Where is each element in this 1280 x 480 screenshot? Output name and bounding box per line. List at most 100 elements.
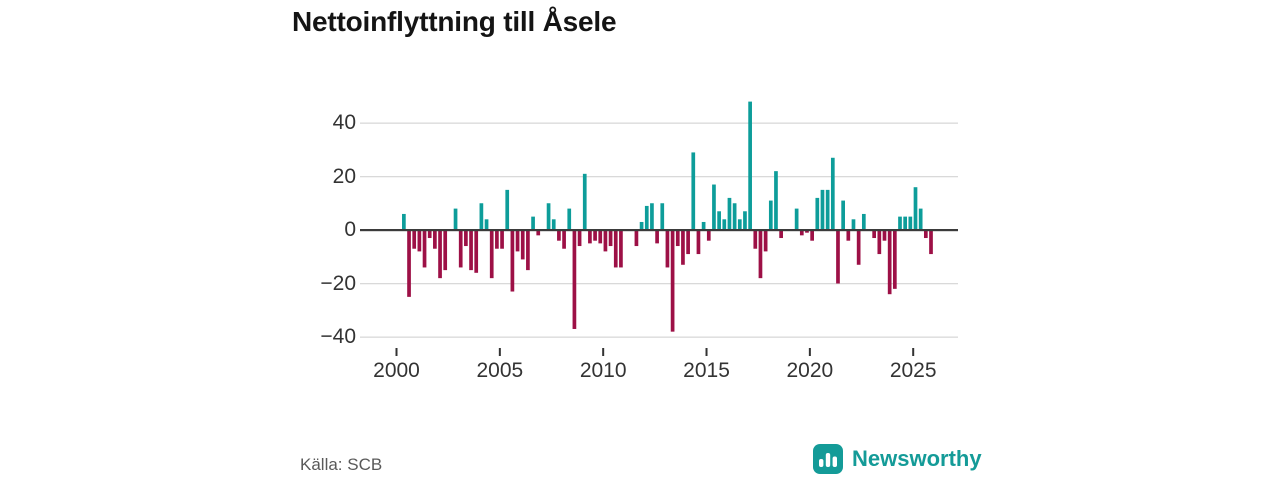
bar xyxy=(505,189,510,230)
y-tick-label: −40 xyxy=(320,325,356,348)
bar xyxy=(929,230,933,255)
bar xyxy=(443,230,448,271)
bar xyxy=(639,221,644,230)
bar xyxy=(577,230,582,247)
x-axis-line xyxy=(360,229,958,232)
bar xyxy=(872,230,877,239)
bar xyxy=(453,208,458,230)
bar xyxy=(768,200,773,230)
bar xyxy=(603,230,608,252)
chart-title: Nettoinflyttning till Åsele xyxy=(292,6,617,37)
bar xyxy=(898,216,902,230)
bar xyxy=(794,208,799,230)
bar xyxy=(510,230,515,292)
bar xyxy=(469,230,473,271)
x-tick-label: 2010 xyxy=(579,359,627,382)
bar xyxy=(691,152,696,230)
bar xyxy=(805,230,809,233)
y-tick-label: 40 xyxy=(332,111,356,134)
bar xyxy=(422,230,427,268)
y-tick-label: −20 xyxy=(320,271,356,295)
chart-shape xyxy=(360,336,958,338)
x-tick-mark xyxy=(808,348,811,356)
bar xyxy=(774,171,778,230)
bar xyxy=(846,230,851,241)
bar xyxy=(758,230,763,279)
bar xyxy=(572,230,577,329)
bar xyxy=(675,230,680,247)
newsworthy-logo-icon xyxy=(813,444,843,474)
bar xyxy=(520,230,525,260)
x-tick-label: 2020 xyxy=(786,359,834,382)
bar xyxy=(799,230,804,236)
chart-shape xyxy=(360,176,958,178)
bar xyxy=(748,101,752,230)
bar xyxy=(593,230,597,241)
x-tick-mark xyxy=(498,348,501,356)
bar xyxy=(753,230,758,249)
bar xyxy=(820,189,825,230)
bar xyxy=(882,230,887,241)
bar xyxy=(526,230,530,271)
bar xyxy=(686,230,690,255)
bar xyxy=(412,230,417,249)
x-tick-mark xyxy=(602,348,605,356)
bar xyxy=(830,157,835,230)
bar xyxy=(825,189,830,230)
bar xyxy=(551,219,556,230)
bar xyxy=(701,221,706,230)
bar xyxy=(706,230,711,241)
bar xyxy=(484,219,489,230)
bar xyxy=(877,230,882,255)
bar xyxy=(763,230,768,252)
x-tick-label: 2000 xyxy=(373,359,420,382)
x-tick-mark xyxy=(705,348,708,356)
bar xyxy=(696,230,701,255)
bar xyxy=(479,203,484,230)
bar xyxy=(670,230,675,332)
bar xyxy=(402,213,406,230)
newsworthy-logo-text: Newsworthy xyxy=(852,446,982,471)
bar xyxy=(851,219,856,230)
bar xyxy=(588,230,592,244)
x-tick-label: 2005 xyxy=(476,359,524,382)
chart-shape xyxy=(360,122,958,124)
bar xyxy=(727,197,732,230)
bar xyxy=(536,230,541,236)
bar xyxy=(650,203,654,230)
chart-shape xyxy=(360,283,958,285)
bar xyxy=(892,230,897,289)
bar xyxy=(815,197,820,230)
bar xyxy=(546,203,551,230)
bar xyxy=(779,230,783,239)
source-note: Källa: SCB xyxy=(300,455,383,474)
bar xyxy=(489,230,494,279)
bar xyxy=(619,230,623,268)
bar xyxy=(634,230,639,247)
bar xyxy=(660,203,665,230)
bar xyxy=(531,216,535,230)
bar xyxy=(644,205,649,230)
bar xyxy=(913,187,918,230)
bar xyxy=(841,200,845,230)
bar xyxy=(681,230,685,265)
bar xyxy=(923,230,928,239)
bar xyxy=(427,230,432,239)
bar xyxy=(861,213,866,230)
bar xyxy=(407,230,411,297)
bar xyxy=(908,216,913,230)
bar xyxy=(918,208,923,230)
bar xyxy=(887,230,892,295)
bar-chart xyxy=(360,101,958,356)
bar xyxy=(856,230,861,265)
bar xyxy=(722,219,727,230)
bar xyxy=(655,230,659,244)
bar xyxy=(712,184,716,230)
bar xyxy=(438,230,442,279)
bar xyxy=(474,230,479,273)
x-tick-label: 2025 xyxy=(889,359,937,382)
bar xyxy=(582,173,587,230)
bar xyxy=(500,230,504,249)
x-tick-mark xyxy=(395,348,398,356)
bar xyxy=(737,219,742,230)
